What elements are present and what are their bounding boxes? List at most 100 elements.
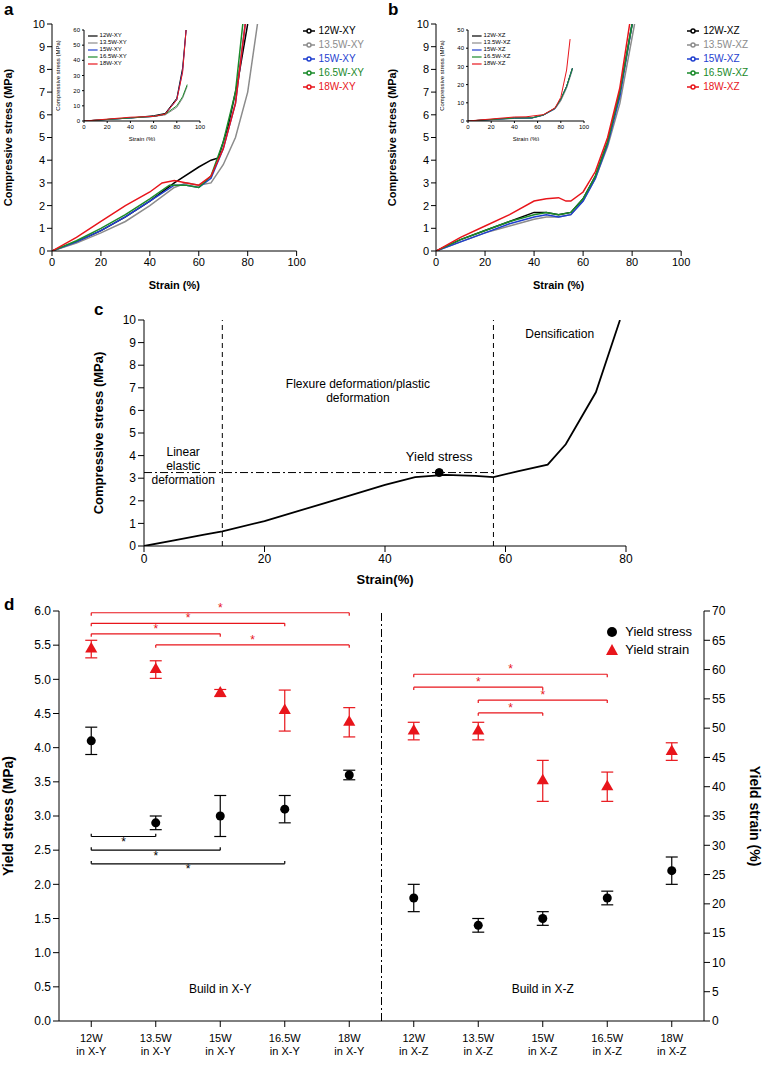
svg-text:60: 60 — [499, 552, 513, 566]
svg-text:Compressive stress (MPa): Compressive stress (MPa) — [440, 40, 445, 111]
svg-text:3.5: 3.5 — [34, 775, 51, 789]
svg-text:30: 30 — [712, 839, 726, 853]
svg-text:12Win X-Y: 12Win X-Y — [76, 1032, 107, 1057]
svg-text:*: * — [186, 611, 191, 625]
svg-text:45: 45 — [712, 751, 726, 765]
svg-text:30: 30 — [457, 64, 464, 70]
svg-text:25: 25 — [712, 868, 726, 882]
svg-text:30: 30 — [73, 73, 80, 79]
svg-text:65: 65 — [712, 634, 726, 648]
svg-text:5.5: 5.5 — [34, 638, 51, 652]
svg-text:Densification: Densification — [525, 327, 594, 341]
svg-text:0: 0 — [466, 124, 470, 130]
svg-text:Yield stress: Yield stress — [406, 449, 473, 464]
svg-text:7: 7 — [423, 86, 429, 98]
svg-text:0: 0 — [77, 118, 81, 124]
svg-text:3.0: 3.0 — [34, 809, 51, 823]
svg-text:60: 60 — [577, 256, 589, 268]
svg-text:0: 0 — [129, 539, 136, 553]
svg-text:60: 60 — [193, 256, 205, 268]
svg-text:*: * — [540, 688, 545, 702]
svg-text:18Win X-Y: 18Win X-Y — [334, 1032, 365, 1057]
svg-text:10: 10 — [123, 313, 137, 327]
svg-text:Yield strain (%): Yield strain (%) — [747, 766, 763, 867]
svg-text:Strain(%): Strain(%) — [356, 572, 413, 587]
svg-text:5: 5 — [129, 426, 136, 440]
svg-text:1: 1 — [39, 222, 45, 234]
svg-text:80: 80 — [242, 256, 254, 268]
svg-text:13.5Win X-Y: 13.5Win X-Y — [140, 1032, 172, 1057]
svg-text:Compressive stress (MPa): Compressive stress (MPa) — [2, 68, 14, 206]
svg-text:8: 8 — [39, 63, 45, 75]
svg-text:8: 8 — [423, 63, 429, 75]
svg-text:6: 6 — [39, 109, 45, 121]
svg-text:0.5: 0.5 — [34, 980, 51, 994]
svg-text:4.0: 4.0 — [34, 741, 51, 755]
svg-text:*: * — [218, 601, 223, 615]
svg-text:0: 0 — [712, 1014, 719, 1028]
svg-text:70: 70 — [712, 604, 726, 618]
svg-text:0: 0 — [49, 256, 55, 268]
svg-text:20: 20 — [73, 88, 80, 94]
svg-text:10: 10 — [712, 956, 726, 970]
svg-text:2.0: 2.0 — [34, 878, 51, 892]
svg-text:40: 40 — [511, 124, 518, 130]
svg-text:40: 40 — [127, 124, 134, 130]
svg-text:Linearelasticdeformation: Linearelasticdeformation — [151, 445, 214, 487]
svg-text:60: 60 — [73, 27, 80, 33]
svg-text:40: 40 — [378, 552, 392, 566]
svg-text:60: 60 — [712, 663, 726, 677]
svg-text:Strain (%): Strain (%) — [129, 136, 156, 141]
svg-text:7: 7 — [129, 381, 136, 395]
svg-text:16.5Win X-Z: 16.5Win X-Z — [591, 1032, 623, 1057]
svg-text:50: 50 — [457, 27, 464, 33]
svg-text:*: * — [508, 662, 513, 676]
svg-text:Build in X-Y: Build in X-Y — [189, 982, 252, 996]
svg-text:Build in X-Z: Build in X-Z — [512, 982, 574, 996]
svg-text:20: 20 — [258, 552, 272, 566]
svg-text:10: 10 — [33, 18, 45, 30]
svg-text:6.0: 6.0 — [34, 604, 51, 618]
svg-text:Strain (%): Strain (%) — [533, 279, 585, 291]
svg-text:20: 20 — [104, 124, 111, 130]
svg-text:18Win X-Z: 18Win X-Z — [657, 1032, 687, 1057]
svg-text:8: 8 — [129, 358, 136, 372]
svg-text:4: 4 — [129, 449, 136, 463]
svg-text:12Win X-Z: 12Win X-Z — [399, 1032, 429, 1057]
svg-text:1: 1 — [129, 517, 136, 531]
svg-text:1.5: 1.5 — [34, 912, 51, 926]
svg-text:4: 4 — [423, 154, 429, 166]
svg-text:50: 50 — [712, 721, 726, 735]
svg-text:60: 60 — [534, 124, 541, 130]
svg-text:0: 0 — [433, 256, 439, 268]
svg-text:4.5: 4.5 — [34, 707, 51, 721]
svg-text:*: * — [153, 622, 158, 636]
svg-text:20: 20 — [488, 124, 495, 130]
svg-text:*: * — [186, 862, 191, 876]
svg-text:13.5Win X-Z: 13.5Win X-Z — [462, 1032, 494, 1057]
svg-text:100: 100 — [287, 256, 305, 268]
svg-text:40: 40 — [712, 780, 726, 794]
svg-text:40: 40 — [457, 45, 464, 51]
svg-text:*: * — [508, 701, 513, 715]
svg-text:15Win X-Z: 15Win X-Z — [528, 1032, 558, 1057]
svg-text:15Win X-Y: 15Win X-Y — [205, 1032, 236, 1057]
svg-text:2: 2 — [423, 200, 429, 212]
svg-text:20: 20 — [95, 256, 107, 268]
svg-text:Strain (%): Strain (%) — [513, 136, 540, 141]
svg-text:80: 80 — [173, 124, 180, 130]
svg-text:10: 10 — [417, 18, 429, 30]
svg-text:55: 55 — [712, 692, 726, 706]
svg-text:1: 1 — [423, 222, 429, 234]
svg-text:35: 35 — [712, 809, 726, 823]
svg-text:40: 40 — [528, 256, 540, 268]
svg-text:40: 40 — [73, 57, 80, 63]
svg-text:3: 3 — [129, 471, 136, 485]
svg-text:*: * — [121, 835, 126, 849]
svg-text:Compressive stress (MPa): Compressive stress (MPa) — [56, 40, 61, 111]
svg-text:2: 2 — [129, 494, 136, 508]
svg-text:80: 80 — [626, 256, 638, 268]
svg-text:2.5: 2.5 — [34, 843, 51, 857]
svg-text:80: 80 — [619, 552, 633, 566]
svg-text:Flexure deformation/plasticdef: Flexure deformation/plasticdeformation — [286, 377, 430, 405]
